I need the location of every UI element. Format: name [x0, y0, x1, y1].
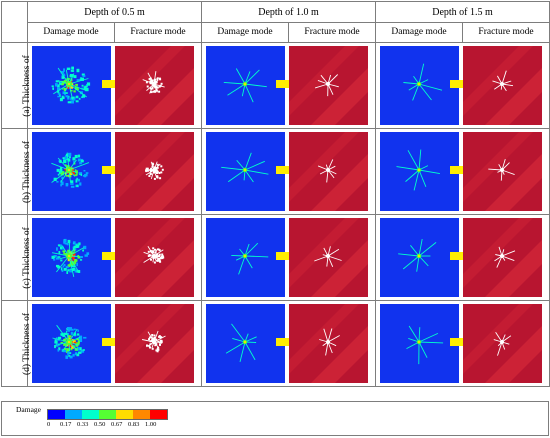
damage-mode-label: Damage mode	[202, 23, 289, 42]
corner-cell	[1, 1, 28, 43]
results-grid: Depth of 0.5 m Depth of 1.0 m Depth of 1…	[1, 1, 550, 387]
legend-swatch	[82, 410, 99, 419]
mode-header-0: Damage mode Fracture mode	[27, 22, 202, 43]
result-cell	[375, 214, 550, 301]
row-label: (c) Thickness of2 m	[1, 214, 43, 301]
legend-tick-label: 0.83	[128, 421, 140, 428]
legend-swatch	[99, 410, 116, 419]
fracture-mode-label: Fracture mode	[304, 27, 360, 37]
damage-legend: Damage 0 0.17 0.33 0.50 0.67 0.83 1.00	[1, 401, 549, 436]
mode-header-1: Damage mode Fracture mode	[201, 22, 376, 43]
damage-mode-panel	[32, 132, 111, 211]
fracture-mode-label: Fracture mode	[478, 27, 534, 37]
fracture-mode-panel	[289, 132, 368, 211]
damage-mode-label: Damage mode	[28, 23, 115, 42]
fracture-mode-panel	[463, 218, 542, 297]
damage-mode-panel	[32, 46, 111, 125]
row-label: (d) Thickness of3 m	[1, 300, 43, 387]
fracture-mode-panel	[289, 218, 368, 297]
legend-swatch	[48, 410, 65, 419]
legend-colorbar	[47, 409, 168, 420]
legend-swatch	[133, 410, 150, 419]
result-cell	[201, 300, 376, 387]
legend-swatch	[150, 410, 167, 419]
result-cell	[27, 42, 202, 129]
legend-tick-label: 0.50	[94, 421, 106, 428]
depth-header-0: Depth of 0.5 m	[27, 1, 202, 23]
result-cell	[375, 128, 550, 215]
damage-mode-panel	[206, 132, 285, 211]
legend-tick-label: 0	[47, 421, 51, 428]
fracture-mode-panel	[115, 218, 194, 297]
fracture-mode-panel	[463, 46, 542, 125]
damage-mode-panel	[32, 218, 111, 297]
result-cell	[375, 300, 550, 387]
result-cell	[27, 214, 202, 301]
fracture-mode-panel	[289, 46, 368, 125]
row-label: (b) Thickness of1.5 m	[1, 128, 43, 215]
legend-swatch	[65, 410, 82, 419]
thickness-row: (c) Thickness of2 m	[1, 214, 550, 301]
depth-header-2: Depth of 1.5 m	[375, 1, 550, 23]
legend-tick-label: 0.17	[60, 421, 72, 428]
legend-swatch	[116, 410, 133, 419]
result-cell	[201, 214, 376, 301]
fracture-mode-panel	[115, 132, 194, 211]
fracture-mode-label: Fracture mode	[130, 27, 186, 37]
result-cell	[375, 42, 550, 129]
result-cell	[27, 128, 202, 215]
legend-tick-label: 0.33	[77, 421, 89, 428]
damage-mode-panel	[380, 132, 459, 211]
damage-mode-panel	[206, 218, 285, 297]
fracture-mode-panel	[115, 304, 194, 383]
damage-mode-panel	[32, 304, 111, 383]
legend-title: Damage	[16, 405, 41, 414]
fracture-mode-panel	[289, 304, 368, 383]
damage-mode-panel	[380, 218, 459, 297]
depth-header-1: Depth of 1.0 m	[201, 1, 376, 23]
result-cell	[27, 300, 202, 387]
row-label: (a) Thickness of1 m	[1, 42, 43, 129]
damage-mode-panel	[380, 46, 459, 125]
damage-mode-panel	[206, 46, 285, 125]
result-cell	[201, 128, 376, 215]
fracture-mode-panel	[463, 304, 542, 383]
fracture-mode-panel	[463, 132, 542, 211]
legend-tick-label: 1.00	[145, 421, 157, 428]
legend-tick-label: 0.67	[111, 421, 123, 428]
thickness-row: (b) Thickness of1.5 m	[1, 128, 550, 215]
fracture-mode-panel	[115, 46, 194, 125]
damage-mode-panel	[206, 304, 285, 383]
thickness-row: (a) Thickness of1 m	[1, 42, 550, 129]
damage-mode-panel	[380, 304, 459, 383]
mode-header-2: Damage mode Fracture mode	[375, 22, 550, 43]
damage-mode-label: Damage mode	[376, 23, 463, 42]
thickness-row: (d) Thickness of3 m	[1, 300, 550, 387]
result-cell	[201, 42, 376, 129]
